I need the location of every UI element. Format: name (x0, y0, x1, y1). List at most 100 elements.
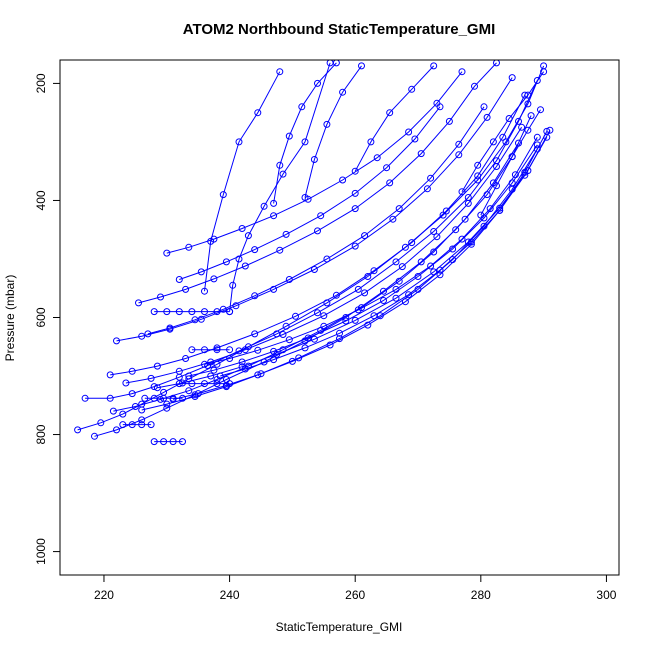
data-point (332, 60, 340, 67)
data-point (515, 117, 522, 125)
series-line (480, 109, 541, 216)
data-point (128, 367, 136, 375)
series-line (188, 144, 538, 377)
data-point (314, 227, 321, 235)
data-point (455, 151, 463, 159)
data-point (226, 380, 234, 388)
data-point (157, 293, 164, 301)
data-point (141, 394, 149, 402)
data-point (201, 308, 208, 316)
data-point (163, 400, 171, 408)
data-point (254, 371, 262, 379)
data-point (436, 271, 444, 279)
data-point (188, 380, 196, 388)
data-point (467, 238, 475, 246)
data-point (276, 68, 284, 76)
data-point (389, 215, 397, 223)
data-point (533, 133, 541, 141)
data-point (226, 346, 234, 354)
data-point (323, 255, 331, 263)
data-point (401, 243, 409, 251)
data-point (301, 344, 309, 352)
data-point (285, 132, 293, 140)
x-tick-label: 280 (471, 588, 491, 602)
data-point (383, 164, 391, 172)
data-point (336, 329, 343, 337)
data-point (464, 199, 472, 207)
data-point (458, 235, 466, 243)
data-point (508, 153, 516, 161)
data-point (235, 255, 243, 263)
data-point (169, 394, 177, 402)
data-point (533, 141, 541, 149)
data-point (358, 62, 365, 70)
data-point (477, 211, 485, 219)
data-point (210, 366, 218, 374)
data-point (354, 285, 362, 293)
data-point (219, 305, 227, 313)
series-line (125, 127, 523, 384)
data-point (226, 308, 234, 316)
data-point (314, 309, 321, 317)
data-point (398, 263, 406, 271)
data-point (405, 128, 413, 136)
data-point (213, 376, 221, 383)
data-point (373, 154, 381, 162)
data-point (408, 85, 416, 93)
data-point (276, 161, 284, 169)
data-point (361, 232, 369, 240)
data-point (351, 242, 359, 250)
y-tick-label: 800 (34, 424, 48, 444)
data-point (537, 106, 544, 114)
data-point (543, 133, 551, 141)
data-point (153, 384, 161, 392)
data-point (493, 182, 500, 190)
data-point (295, 354, 303, 362)
data-point (430, 62, 438, 70)
data-point (342, 317, 350, 325)
data-point (508, 74, 516, 82)
y-tick-label: 200 (34, 73, 48, 93)
data-point (188, 308, 196, 316)
data-point (364, 321, 372, 329)
data-point (207, 237, 215, 245)
data-point (179, 379, 186, 387)
data-point (197, 268, 205, 276)
data-point (113, 426, 120, 434)
data-point (458, 68, 466, 76)
data-point (433, 233, 441, 241)
series-line (461, 71, 545, 192)
data-point (533, 77, 541, 84)
data-point (182, 285, 190, 293)
data-point (351, 205, 359, 213)
data-point (310, 335, 318, 343)
data-point (427, 174, 435, 182)
y-tick-label: 400 (34, 190, 48, 210)
series-line (138, 62, 497, 304)
data-point (135, 299, 142, 307)
data-point (521, 171, 529, 179)
data-point (332, 291, 340, 299)
y-tick-label: 1000 (34, 538, 48, 565)
series-line (220, 137, 548, 377)
data-point (260, 202, 268, 210)
data-point (251, 292, 259, 300)
data-point (128, 421, 136, 429)
data-point (194, 390, 202, 398)
data-point (380, 297, 387, 304)
data-point (380, 287, 387, 295)
data-point (405, 291, 413, 299)
y-axis: 200 400 600 800 1000 (34, 73, 60, 565)
data-point (179, 438, 186, 446)
data-point (244, 362, 252, 370)
data-point (175, 380, 183, 388)
data-point (270, 212, 278, 220)
data-point (185, 243, 193, 251)
series-line (113, 142, 519, 412)
data-point (182, 355, 190, 362)
data-point (222, 258, 230, 266)
x-axis-label: StaticTemperature_GMI (276, 620, 403, 634)
data-point (486, 205, 494, 213)
data-point (436, 266, 444, 274)
data-point (241, 262, 249, 270)
